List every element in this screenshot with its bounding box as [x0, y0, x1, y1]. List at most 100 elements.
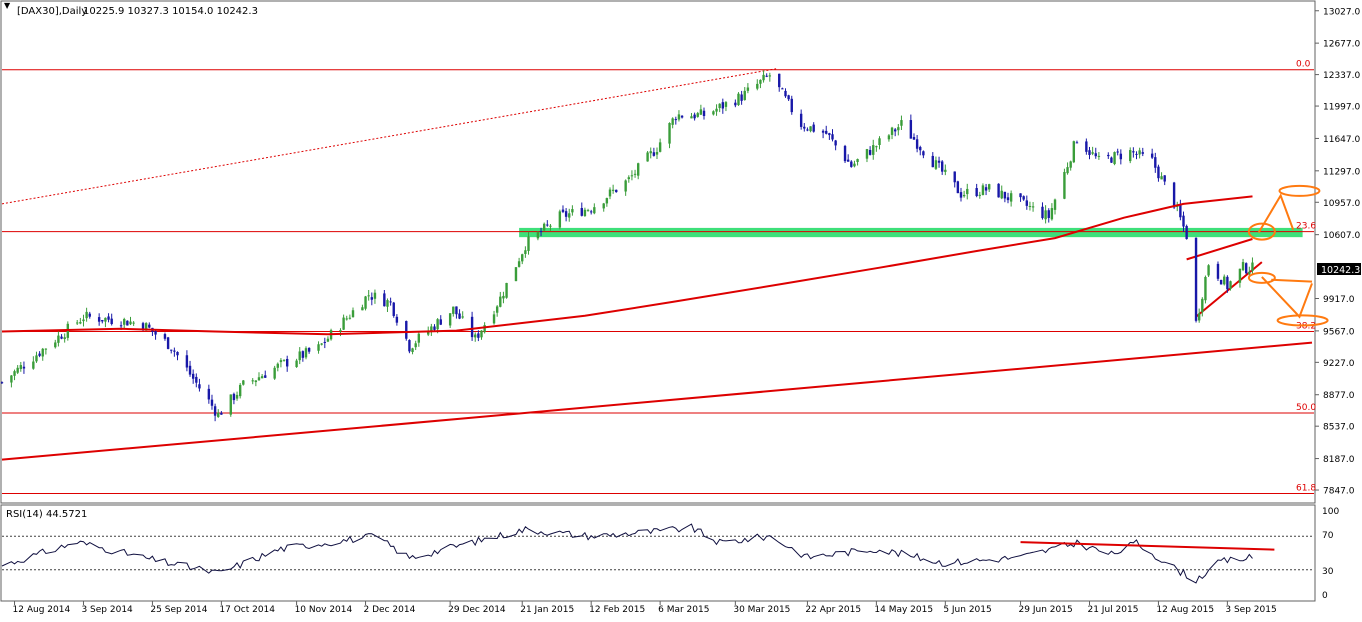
candle-body — [264, 375, 267, 378]
candle-body — [345, 318, 348, 320]
candle-body — [1216, 263, 1220, 279]
candle-body — [273, 367, 276, 379]
time-axis-label: 17 Oct 2014 — [219, 605, 275, 615]
candle-body — [1047, 210, 1050, 218]
candle-body — [1088, 150, 1091, 155]
annotation-ellipse — [1276, 314, 1329, 327]
candle-body — [495, 306, 499, 313]
candle-body — [389, 301, 392, 303]
dropdown-arrow-icon[interactable]: ▼ — [4, 1, 11, 10]
candle-body — [812, 124, 815, 132]
candle-body — [1160, 176, 1163, 180]
candle-body — [1141, 152, 1144, 154]
price-axis-label: 12337.0 — [1323, 71, 1360, 81]
chart-symbol-label: [DAX30],Daily — [17, 6, 87, 17]
candle-body — [593, 207, 596, 214]
candle-body — [76, 322, 79, 324]
candle-body — [19, 365, 23, 370]
fib-level-label: 50.0 — [1296, 403, 1316, 413]
candle-body — [232, 393, 236, 401]
candle-body — [1197, 313, 1201, 321]
candle-body — [386, 300, 389, 307]
time-axis-label: 30 Mar 2015 — [733, 605, 790, 615]
candle-body — [671, 118, 674, 125]
candle-body — [740, 94, 743, 101]
candle-body — [392, 302, 395, 316]
candle-body — [988, 184, 991, 190]
candle-body — [878, 138, 881, 146]
candle-body — [144, 323, 148, 331]
candle-body — [60, 336, 63, 339]
candle-body — [0, 382, 4, 384]
candle-body — [452, 306, 455, 314]
candle-body — [1000, 190, 1003, 199]
candle-body — [279, 360, 283, 363]
candle-body — [101, 320, 104, 322]
candle-body — [561, 209, 565, 212]
price-axis-label: 11997.0 — [1323, 103, 1360, 113]
candle-body — [944, 169, 947, 172]
candle-body — [1201, 298, 1204, 313]
candle-body — [477, 333, 480, 338]
time-axis-label: 12 Feb 2015 — [589, 605, 645, 615]
time-axis-label: 25 Sep 2014 — [150, 605, 207, 615]
price-axis-label: 7847.0 — [1323, 487, 1355, 497]
time-axis-label: 12 Aug 2015 — [1156, 605, 1214, 615]
candle-body — [1097, 155, 1101, 157]
price-axis-label: 13027.0 — [1323, 7, 1360, 17]
candle-body — [756, 83, 759, 89]
candle-body — [680, 115, 684, 118]
candle-body — [843, 145, 847, 162]
candle-body — [1179, 204, 1182, 218]
candle-body — [868, 149, 872, 155]
candle-body — [170, 349, 173, 351]
candle-body — [123, 319, 126, 325]
candle-body — [831, 134, 834, 140]
time-axis-label: 3 Sep 2014 — [81, 605, 133, 615]
fib-level-label: 61.8 — [1296, 483, 1316, 493]
candle-body — [1229, 281, 1232, 289]
rsi-level-30: 30 — [1322, 567, 1334, 577]
candle-body — [909, 120, 913, 139]
candle-body — [1009, 193, 1013, 202]
candle-body — [975, 188, 978, 197]
candle-body — [1113, 152, 1116, 165]
candle-body — [784, 90, 787, 97]
candle-body — [1223, 276, 1226, 285]
candle-body — [633, 173, 637, 175]
candle-body — [1251, 262, 1254, 271]
candle-body — [1116, 151, 1119, 153]
candle-body — [897, 127, 900, 131]
candle-body — [605, 198, 609, 204]
candle-body — [517, 261, 521, 267]
candle-body — [461, 316, 464, 318]
candle-body — [959, 192, 963, 198]
price-panel-frame — [0, 0, 1316, 504]
candle-body — [1241, 262, 1245, 271]
candle-body — [458, 313, 461, 319]
candle-body — [1157, 166, 1160, 179]
candle-body — [542, 223, 546, 231]
candle-body — [307, 347, 311, 352]
candle-body — [1138, 150, 1141, 155]
candle-body — [1091, 152, 1094, 154]
candle-body — [646, 152, 649, 162]
candle-body — [962, 194, 966, 197]
time-axis-label: 12 Aug 2014 — [13, 605, 71, 615]
candle-body — [251, 380, 254, 382]
candle-body — [934, 160, 938, 169]
rsi-line — [1, 523, 1253, 584]
candle-body — [696, 113, 699, 117]
candle-body — [474, 334, 477, 338]
candle-body — [499, 296, 502, 307]
candle-body — [1041, 206, 1044, 219]
candle-body — [433, 326, 436, 330]
candle-body — [185, 355, 189, 368]
candle-body — [141, 323, 145, 330]
candle-body — [436, 319, 439, 330]
candle-body — [514, 267, 518, 282]
candle-body — [35, 355, 38, 362]
candle-body — [361, 307, 364, 311]
